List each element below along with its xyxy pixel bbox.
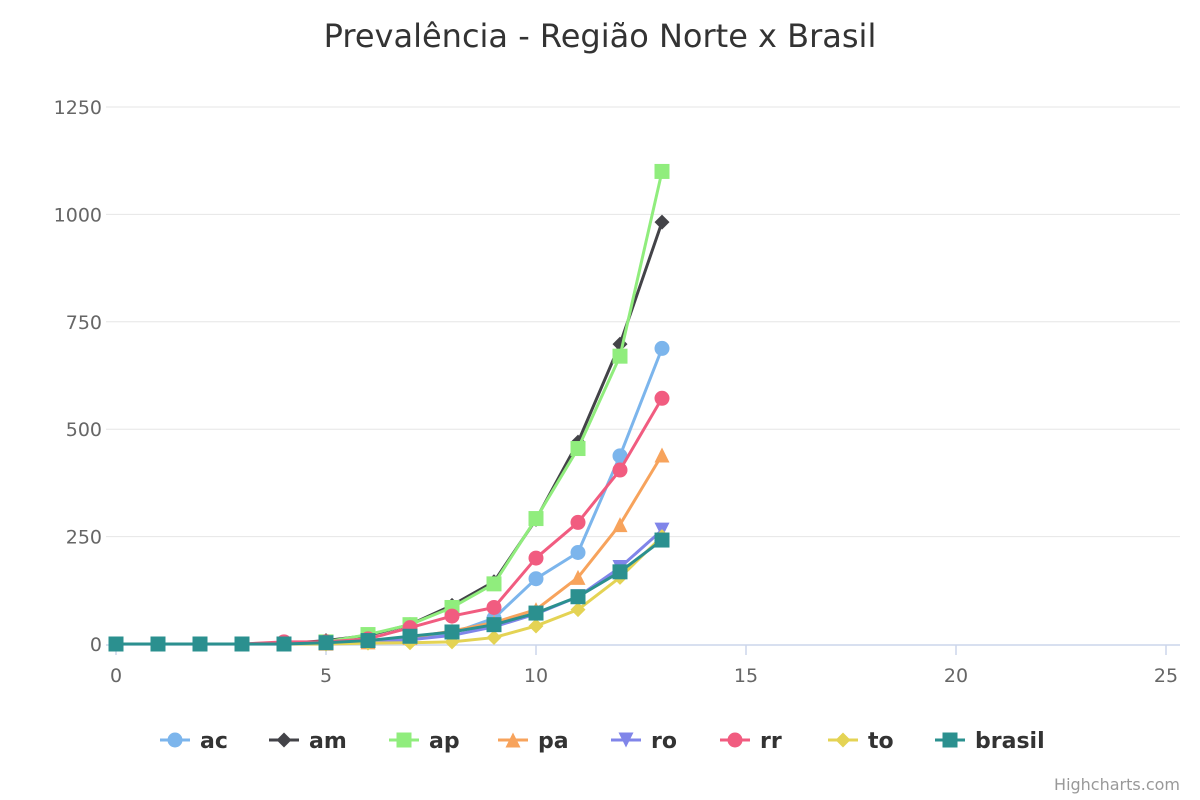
data-point-rr [654, 390, 670, 406]
legend-marker-ap [396, 732, 412, 748]
data-point-rr [486, 599, 502, 615]
data-point-brasil [654, 532, 670, 548]
legend-label-brasil: brasil [975, 729, 1045, 754]
legend-marker-pa [505, 732, 521, 748]
y-tick-label: 500 [66, 419, 102, 441]
legend-label-am: am [309, 729, 347, 754]
data-point-ap [654, 163, 670, 179]
data-point-brasil [192, 636, 208, 652]
data-point-brasil [402, 628, 418, 644]
legend-item-ro[interactable]: ro [611, 729, 677, 754]
legend-label-pa: pa [538, 729, 569, 754]
legend-label-ac: ac [200, 729, 228, 754]
series-group [108, 163, 670, 652]
data-point-to [570, 602, 586, 618]
x-tick-label: 5 [320, 665, 332, 687]
y-tick-label: 750 [66, 312, 102, 334]
legend-marker-rr [727, 732, 743, 748]
data-point-ac [528, 571, 544, 587]
data-point-pa [570, 569, 586, 585]
data-point-to [486, 630, 502, 646]
data-point-brasil [528, 605, 544, 621]
x-tick-label: 10 [524, 665, 548, 687]
legend-marker-to [835, 732, 851, 748]
data-point-am [654, 214, 670, 230]
chart-title: Prevalência - Região Norte x Brasil [324, 17, 877, 55]
data-point-ap [570, 441, 586, 457]
data-point-pa [612, 517, 628, 533]
legend-item-brasil[interactable]: brasil [935, 729, 1045, 754]
legend-marker-ac [167, 732, 183, 748]
data-point-pa [654, 447, 670, 463]
data-point-ac [612, 448, 628, 464]
legend-marker-am [276, 732, 292, 748]
data-point-ap [612, 348, 628, 364]
data-point-ap [486, 576, 502, 592]
y-tick-label: 1000 [54, 204, 102, 226]
axes: 0 250 500 750 1000 1250 0 5 10 15 20 25 [54, 97, 1180, 687]
data-point-rr [528, 550, 544, 566]
legend-item-am[interactable]: am [269, 729, 347, 754]
credits-link[interactable]: Highcharts.com [1054, 775, 1180, 794]
y-tick-label: 0 [90, 634, 102, 656]
data-point-brasil [234, 636, 250, 652]
series-ap [108, 163, 670, 652]
data-point-brasil [612, 564, 628, 580]
legend-item-ap[interactable]: ap [389, 729, 460, 754]
legend-item-ac[interactable]: ac [160, 729, 228, 754]
legend-marker-brasil [942, 732, 958, 748]
legend-label-rr: rr [760, 729, 782, 754]
data-point-rr [570, 514, 586, 530]
data-point-ap [528, 511, 544, 527]
legend-label-ro: ro [651, 729, 677, 754]
series-pa [108, 447, 670, 652]
data-point-brasil [570, 589, 586, 605]
data-point-ac [570, 544, 586, 560]
x-tick-label: 15 [734, 665, 758, 687]
series-brasil [108, 532, 670, 652]
gridlines [106, 106, 1180, 538]
data-point-rr [444, 608, 460, 624]
data-point-ac [654, 340, 670, 356]
legend-label-ap: ap [429, 729, 460, 754]
data-point-brasil [150, 636, 166, 652]
legend-label-to: to [868, 729, 894, 754]
data-point-brasil [108, 636, 124, 652]
legend: ac am ap pa ro rr to brasil [160, 729, 1045, 754]
y-tick-label: 1250 [54, 97, 102, 119]
x-tick-label: 25 [1154, 665, 1178, 687]
data-point-brasil [276, 636, 292, 652]
y-tick-label: 250 [66, 527, 102, 549]
x-tick-label: 0 [110, 665, 122, 687]
x-tick-label: 20 [944, 665, 968, 687]
data-point-brasil [360, 633, 376, 649]
data-point-brasil [318, 635, 334, 651]
data-point-brasil [486, 617, 502, 633]
legend-item-to[interactable]: to [828, 729, 894, 754]
legend-item-pa[interactable]: pa [498, 729, 569, 754]
legend-item-rr[interactable]: rr [720, 729, 782, 754]
data-point-brasil [444, 624, 460, 640]
legend-marker-ro [618, 732, 634, 748]
data-point-to [528, 618, 544, 634]
data-point-rr [612, 462, 628, 478]
